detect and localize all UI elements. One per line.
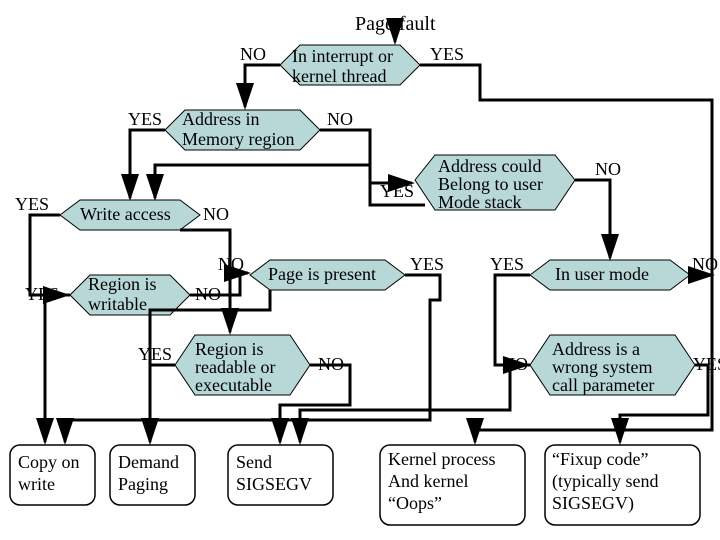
- edge-writeaccess-no: [180, 230, 230, 332]
- svg-text:kernel thread: kernel thread: [292, 66, 386, 86]
- svg-text:Send: Send: [236, 452, 272, 472]
- svg-text:And kernel: And kernel: [388, 471, 468, 491]
- svg-text:call parameter: call parameter: [552, 375, 654, 395]
- svg-text:Write access: Write access: [80, 204, 171, 224]
- decision-wrongsys: Address is a wrong system call parameter: [530, 335, 695, 395]
- decision-usermode: In user mode: [530, 260, 690, 290]
- svg-text:Region is: Region is: [88, 274, 157, 294]
- edge-interrupt-no: [245, 65, 280, 107]
- decision-writeaccess: Write access: [60, 200, 200, 230]
- label-memregion-no-yes-near-userstack: YES: [380, 181, 414, 201]
- svg-text:write: write: [18, 474, 55, 494]
- svg-text:Kernel process: Kernel process: [388, 449, 495, 469]
- svg-text:“Oops”: “Oops”: [388, 493, 442, 513]
- edge-usermode-yes: [495, 275, 530, 365]
- svg-text:Paging: Paging: [118, 474, 168, 494]
- label-pagepresent-left-no: NO: [218, 254, 244, 274]
- label-interrupt-no: NO: [240, 44, 266, 64]
- page-title: Page fault: [355, 13, 436, 35]
- edge-memregion-no: [320, 130, 412, 183]
- outcome-sigsegv: Send SIGSEGV: [228, 445, 333, 505]
- svg-text:SIGSEGV): SIGSEGV): [552, 493, 634, 514]
- svg-text:Region is: Region is: [195, 339, 264, 359]
- decision-interrupt: In interrupt or kernel thread: [280, 45, 420, 86]
- outcome-cow: Copy on write: [10, 445, 95, 505]
- svg-text:Address in: Address in: [182, 109, 260, 129]
- svg-text:In interrupt or: In interrupt or: [292, 46, 393, 66]
- svg-text:Memory region: Memory region: [182, 129, 294, 149]
- svg-text:Page is present: Page is present: [268, 264, 376, 284]
- label-writable-yes: YES: [25, 284, 59, 304]
- edge-userstack-no: [575, 180, 610, 258]
- svg-text:“Fixup code”: “Fixup code”: [552, 449, 648, 469]
- svg-text:wrong system: wrong system: [552, 357, 653, 377]
- svg-text:readable or: readable or: [195, 357, 275, 377]
- svg-text:Copy on: Copy on: [18, 452, 80, 472]
- label-writeaccess-yes: YES: [15, 194, 49, 214]
- label-memregion-yes: YES: [128, 109, 162, 129]
- label-usermode-yes: YES: [490, 254, 524, 274]
- decision-memregion: Address in Memory region: [165, 109, 320, 150]
- decision-pagepresent: Page is present: [250, 260, 405, 290]
- svg-text:Address could: Address could: [438, 156, 541, 176]
- decision-readable: Region is readable or executable: [175, 335, 310, 395]
- outcome-fixup: “Fixup code” (typically send SIGSEGV): [545, 445, 700, 525]
- svg-text:SIGSEGV: SIGSEGV: [236, 474, 312, 494]
- outcome-oops: Kernel process And kernel “Oops”: [380, 445, 525, 525]
- edge-writeaccess-yes: [30, 215, 67, 295]
- label-userstack-no: NO: [595, 159, 621, 179]
- label-readable-no: NO: [318, 354, 344, 374]
- label-wrongsys-yes: YES: [693, 354, 720, 374]
- label-usermode-no: NO: [692, 254, 718, 274]
- svg-text:executable: executable: [195, 375, 272, 395]
- label-wrongsys-no: NO: [502, 354, 528, 374]
- label-interrupt-yes: YES: [430, 44, 464, 64]
- label-readable-yes: YES: [138, 344, 172, 364]
- svg-text:Demand: Demand: [118, 452, 179, 472]
- svg-text:(typically send: (typically send: [552, 471, 658, 492]
- decision-userstack: Address could Belong to user Mode stack: [415, 155, 575, 212]
- label-writable-no: NO: [195, 284, 221, 304]
- svg-text:Address is a: Address is a: [552, 339, 640, 359]
- label-memregion-no: NO: [327, 109, 353, 129]
- outcome-demand: Demand Paging: [110, 445, 195, 505]
- svg-text:writable: writable: [88, 294, 147, 314]
- label-writeaccess-no: NO: [203, 204, 229, 224]
- svg-text:In user mode: In user mode: [555, 264, 649, 284]
- svg-text:Mode stack: Mode stack: [438, 192, 521, 212]
- label-pagepresent-yes: YES: [410, 254, 444, 274]
- svg-text:Belong to user: Belong to user: [438, 174, 543, 194]
